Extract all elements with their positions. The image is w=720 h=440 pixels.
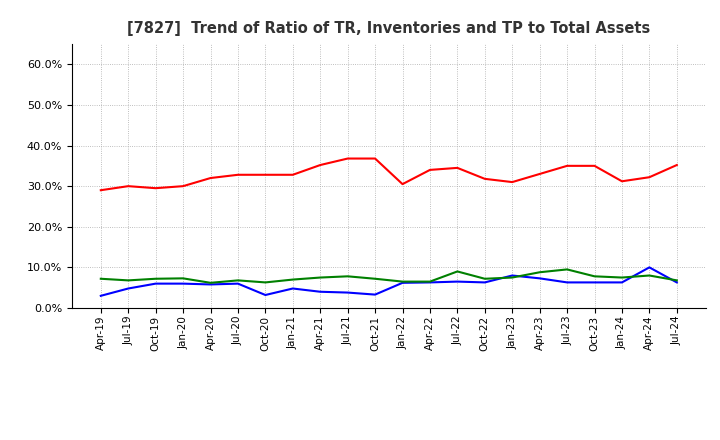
Inventories bbox=[508, 273, 516, 278]
Trade Receivables bbox=[672, 162, 681, 168]
Trade Payables bbox=[124, 278, 132, 283]
Inventories bbox=[453, 279, 462, 284]
Trade Payables bbox=[206, 280, 215, 286]
Trade Payables bbox=[672, 278, 681, 283]
Trade Payables bbox=[316, 275, 325, 280]
Inventories bbox=[316, 289, 325, 294]
Trade Payables bbox=[426, 279, 434, 284]
Trade Payables bbox=[563, 267, 572, 272]
Trade Payables bbox=[233, 278, 242, 283]
Trade Payables bbox=[371, 276, 379, 282]
Trade Receivables bbox=[151, 186, 160, 191]
Trade Payables bbox=[289, 277, 297, 282]
Inventories bbox=[672, 280, 681, 285]
Trade Receivables bbox=[536, 171, 544, 176]
Trade Receivables bbox=[343, 156, 352, 161]
Inventories bbox=[206, 282, 215, 287]
Inventories bbox=[261, 292, 270, 297]
Inventories bbox=[96, 293, 105, 298]
Inventories bbox=[233, 281, 242, 286]
Trade Receivables bbox=[233, 172, 242, 177]
Trade Payables bbox=[151, 276, 160, 282]
Inventories bbox=[563, 280, 572, 285]
Trade Payables bbox=[590, 274, 599, 279]
Trade Receivables bbox=[453, 165, 462, 171]
Trade Receivables bbox=[618, 179, 626, 184]
Trade Receivables bbox=[508, 180, 516, 185]
Inventories bbox=[179, 281, 187, 286]
Inventories bbox=[618, 280, 626, 285]
Trade Receivables bbox=[206, 176, 215, 181]
Inventories bbox=[343, 290, 352, 295]
Trade Receivables bbox=[179, 183, 187, 189]
Trade Payables bbox=[96, 276, 105, 282]
Trade Receivables bbox=[96, 187, 105, 193]
Inventories bbox=[289, 286, 297, 291]
Trade Payables bbox=[618, 275, 626, 280]
Line: Trade Payables: Trade Payables bbox=[101, 269, 677, 283]
Trade Receivables bbox=[426, 167, 434, 172]
Line: Inventories: Inventories bbox=[101, 268, 677, 296]
Inventories bbox=[645, 265, 654, 270]
Trade Payables bbox=[453, 269, 462, 274]
Trade Receivables bbox=[645, 175, 654, 180]
Trade Payables bbox=[179, 276, 187, 281]
Trade Receivables bbox=[261, 172, 270, 177]
Trade Receivables bbox=[398, 181, 407, 187]
Trade Receivables bbox=[289, 172, 297, 177]
Trade Payables bbox=[398, 279, 407, 284]
Inventories bbox=[480, 280, 489, 285]
Trade Payables bbox=[645, 273, 654, 278]
Trade Payables bbox=[536, 270, 544, 275]
Trade Receivables bbox=[590, 163, 599, 169]
Inventories bbox=[426, 280, 434, 285]
Trade Receivables bbox=[371, 156, 379, 161]
Inventories bbox=[151, 281, 160, 286]
Trade Receivables bbox=[316, 162, 325, 168]
Title: [7827]  Trend of Ratio of TR, Inventories and TP to Total Assets: [7827] Trend of Ratio of TR, Inventories… bbox=[127, 21, 650, 36]
Inventories bbox=[590, 280, 599, 285]
Trade Payables bbox=[343, 274, 352, 279]
Trade Receivables bbox=[480, 176, 489, 181]
Trade Receivables bbox=[563, 163, 572, 169]
Trade Receivables bbox=[124, 183, 132, 189]
Trade Payables bbox=[261, 280, 270, 285]
Inventories bbox=[398, 280, 407, 286]
Line: Trade Receivables: Trade Receivables bbox=[101, 158, 677, 190]
Inventories bbox=[371, 292, 379, 297]
Trade Payables bbox=[480, 276, 489, 282]
Inventories bbox=[536, 276, 544, 281]
Inventories bbox=[124, 286, 132, 291]
Trade Payables bbox=[508, 275, 516, 280]
